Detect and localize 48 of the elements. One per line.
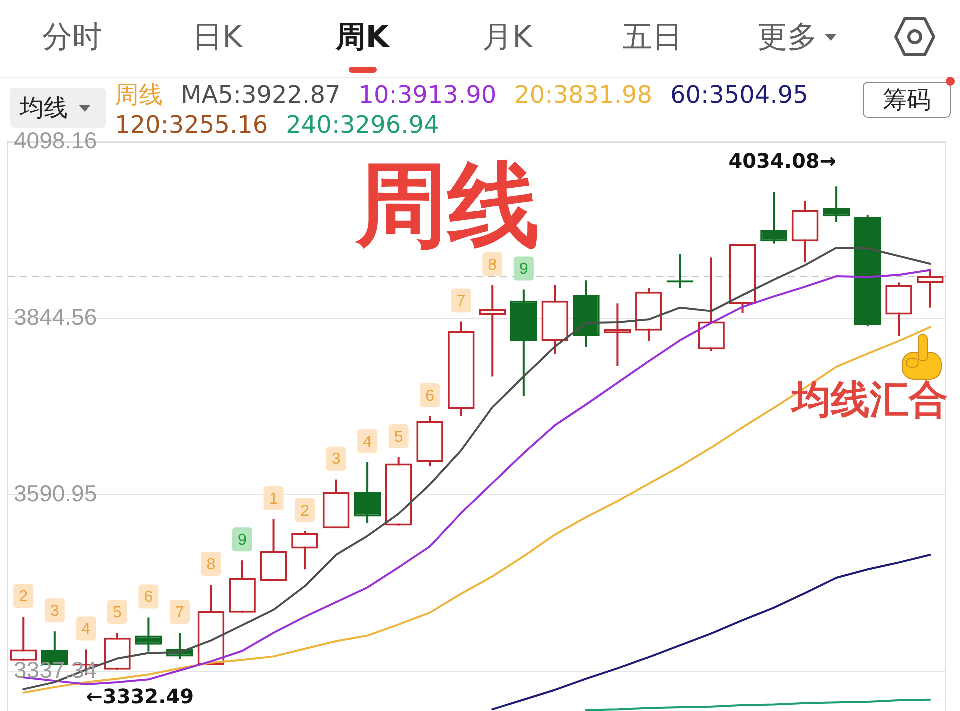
- text: 10:3913.90: [358, 80, 497, 110]
- text: 4: [82, 621, 91, 638]
- y-tick-label: 3590.95: [14, 480, 98, 507]
- text: 9: [238, 532, 247, 549]
- text: 8: [206, 556, 216, 574]
- text: 7: [176, 604, 184, 622]
- text: 3: [50, 603, 60, 620]
- annotation: 4034.08→: [728, 148, 837, 173]
- text: 5: [112, 604, 122, 622]
- annotation: ←3332.49: [86, 684, 194, 708]
- text: 7: [456, 293, 466, 310]
- candlestick: [760, 191, 788, 245]
- text: 更多: [758, 18, 818, 56]
- text: 月K: [482, 18, 532, 56]
- text: 分时: [42, 18, 102, 56]
- annotation: 均线汇合: [792, 378, 948, 423]
- text: 2: [300, 502, 310, 520]
- candlestick: [292, 530, 318, 571]
- text: 240:3296.94: [286, 110, 440, 140]
- text: 60:3504.95: [670, 80, 808, 110]
- candlestick: [135, 616, 162, 653]
- candlestick: [698, 256, 725, 352]
- chart-title: 周线: [356, 152, 540, 259]
- text: 1: [269, 490, 278, 508]
- text: 五日: [622, 18, 682, 56]
- text: 4: [363, 434, 372, 451]
- text: 日K: [192, 18, 242, 56]
- text: MA5:3922.87: [181, 80, 341, 110]
- text: 3: [332, 451, 341, 468]
- text: 6: [144, 589, 154, 606]
- candlestick: [354, 461, 382, 524]
- candlestick: [823, 186, 850, 224]
- text: 周K: [336, 18, 390, 56]
- text: 均线: [20, 93, 68, 124]
- text: 筹码: [883, 86, 931, 114]
- y-tick-label: 4098.16: [14, 127, 98, 154]
- text: 5: [394, 428, 404, 446]
- legend-label: 120:3255.16: [115, 110, 268, 140]
- legend-title: 周线: [115, 80, 163, 110]
- candlestick: [916, 269, 944, 309]
- text: 20:3831.98: [514, 80, 652, 110]
- candlestick: [10, 616, 38, 662]
- y-tick-label: 3844.56: [14, 304, 98, 330]
- candlestick: [479, 284, 506, 378]
- text: 9: [519, 261, 528, 278]
- text: 2: [19, 588, 28, 606]
- text: 6: [426, 388, 435, 405]
- text: 8: [488, 256, 498, 274]
